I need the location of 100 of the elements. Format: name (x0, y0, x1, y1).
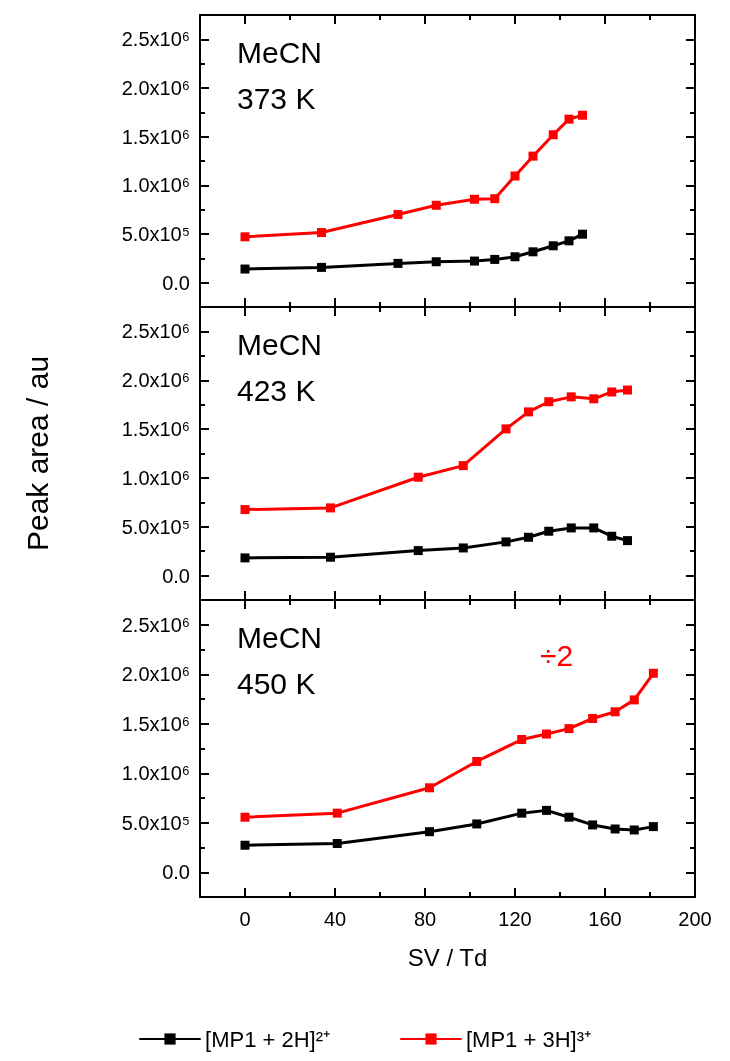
point (332, 808, 342, 818)
point (470, 256, 479, 266)
point (566, 523, 576, 533)
point (542, 805, 551, 815)
point (393, 210, 403, 220)
point (501, 537, 511, 547)
point (393, 258, 403, 268)
point (326, 552, 335, 562)
point (629, 825, 639, 835)
point (648, 668, 658, 678)
point (510, 252, 520, 262)
point (501, 424, 511, 434)
y-axis-title: Peak area / au (20, 355, 54, 552)
point (623, 385, 632, 395)
point (510, 171, 520, 181)
y-tick-label: 0.0 (162, 861, 190, 884)
point (548, 241, 558, 251)
annotation: 450 K (237, 666, 316, 700)
y-tick-label: 1.0x10⁶ (121, 174, 190, 197)
point (472, 819, 482, 829)
point (524, 407, 533, 417)
point (240, 232, 250, 242)
y-tick-label: 0.0 (162, 271, 190, 294)
point (240, 840, 250, 850)
point (413, 546, 423, 556)
y-tick-label: 1.0x10⁶ (121, 466, 190, 489)
point (326, 503, 335, 513)
point (589, 394, 599, 404)
y-tick-label: 5.0x10⁵ (121, 515, 190, 538)
point (524, 532, 533, 542)
point (470, 194, 479, 204)
x-tick-label: 40 (323, 908, 347, 930)
point (542, 729, 551, 739)
annotation: MeCN (237, 35, 323, 69)
point (425, 827, 434, 837)
point (332, 839, 342, 849)
point (240, 553, 250, 563)
point (588, 714, 598, 723)
annotation: 423 K (237, 373, 316, 407)
point (458, 543, 468, 553)
point (490, 254, 500, 264)
point (607, 531, 617, 541)
point (472, 756, 482, 766)
annotation: MeCN (237, 620, 323, 654)
y-tick-label: 2.0x10⁶ (121, 369, 190, 392)
y-tick-label: 1.5x10⁶ (121, 125, 190, 148)
legend-label: [MP1 + 2H]²⁺ (205, 1026, 330, 1052)
point (425, 783, 434, 793)
x-tick-label: 120 (498, 908, 532, 930)
point (317, 228, 326, 238)
y-tick-label: 2.5x10⁶ (121, 613, 190, 636)
point (544, 397, 554, 407)
y-tick-label: 1.0x10⁶ (121, 762, 190, 785)
point (240, 505, 250, 515)
point (578, 229, 587, 239)
y-tick-label: 2.0x10⁶ (121, 663, 190, 686)
point (240, 812, 250, 822)
x-axis-title: SV / Td (407, 943, 488, 971)
y-tick-label: 1.5x10⁶ (121, 418, 190, 441)
y-tick-label: 0.0 (162, 564, 190, 587)
point (317, 262, 326, 272)
point (517, 808, 527, 818)
point (458, 461, 468, 471)
point (610, 707, 620, 717)
point (528, 151, 538, 161)
annotation: 373 K (237, 81, 316, 115)
point (528, 247, 538, 257)
x-tick-label: 0 (239, 908, 251, 930)
point (629, 695, 639, 705)
point (564, 114, 574, 124)
point (610, 824, 620, 834)
y-tick-label: 2.5x10⁶ (121, 28, 190, 51)
x-tick-label: 200 (678, 908, 712, 930)
point (564, 812, 574, 822)
point (648, 822, 658, 832)
point (578, 110, 587, 120)
point (431, 200, 441, 210)
point (564, 724, 574, 734)
point (564, 236, 574, 246)
point (240, 264, 250, 274)
x-tick-label: 160 (588, 908, 622, 930)
legend-label: [MP1 + 3H]³⁺ (466, 1026, 591, 1052)
y-tick-label: 5.0x10⁵ (121, 811, 190, 834)
annotation: ÷2 (540, 638, 574, 672)
y-tick-label: 5.0x10⁵ (121, 223, 190, 245)
point (623, 536, 632, 546)
point (490, 194, 500, 204)
point (566, 392, 576, 402)
point (517, 734, 527, 744)
point (588, 820, 598, 830)
point (431, 257, 441, 267)
y-tick-label: 2.0x10⁶ (121, 77, 190, 99)
point (607, 387, 617, 397)
annotation: MeCN (237, 327, 323, 361)
point (413, 472, 423, 482)
y-tick-label: 1.5x10⁶ (121, 712, 190, 735)
point (589, 523, 599, 533)
point (544, 526, 554, 536)
y-tick-label: 2.5x10⁶ (121, 320, 190, 343)
point (548, 130, 558, 140)
